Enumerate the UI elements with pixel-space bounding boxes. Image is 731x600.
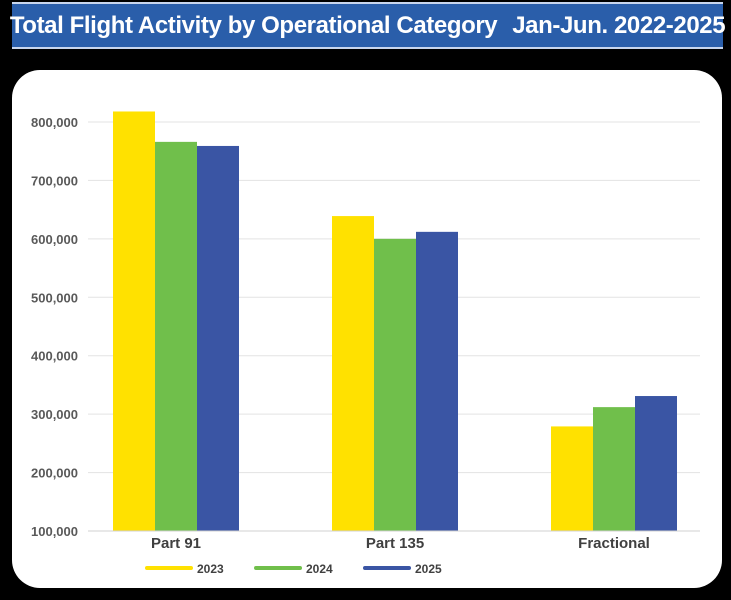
bar-2025-0 [197, 145, 239, 531]
y-tick-label: 200,000 [31, 466, 78, 481]
bar-2023-1 [332, 216, 374, 531]
chart-date-range: Jan-Jun. 2022-2025 [512, 11, 726, 39]
legend-label-2025: 2025 [415, 562, 442, 576]
chart-title: Total Flight Activity by Operational Cat… [9, 11, 498, 39]
y-tick-label: 100,000 [31, 524, 78, 539]
bar-2024-0 [155, 141, 197, 531]
legend-label-2024: 2024 [306, 562, 333, 576]
bar-2024-1 [374, 238, 416, 531]
bar-2025-1 [416, 231, 458, 532]
x-category-label: Fractional [578, 535, 650, 552]
y-tick-label: 800,000 [31, 115, 78, 130]
legend-label-2023: 2023 [197, 562, 224, 576]
bar-2023-0 [113, 111, 155, 532]
y-tick-label: 400,000 [31, 349, 78, 364]
y-tick-label: 300,000 [31, 407, 78, 422]
chart-title-banner: Total Flight Activity by Operational Cat… [9, 2, 726, 49]
bar-2025-2 [635, 396, 677, 531]
x-category-label: Part 91 [151, 535, 201, 552]
y-tick-label: 700,000 [31, 173, 78, 188]
x-category-label: Part 135 [366, 535, 424, 552]
bar-2023-2 [551, 426, 593, 531]
y-tick-label: 500,000 [31, 290, 78, 305]
y-tick-label: 600,000 [31, 232, 78, 247]
bar-2024-2 [593, 407, 635, 531]
